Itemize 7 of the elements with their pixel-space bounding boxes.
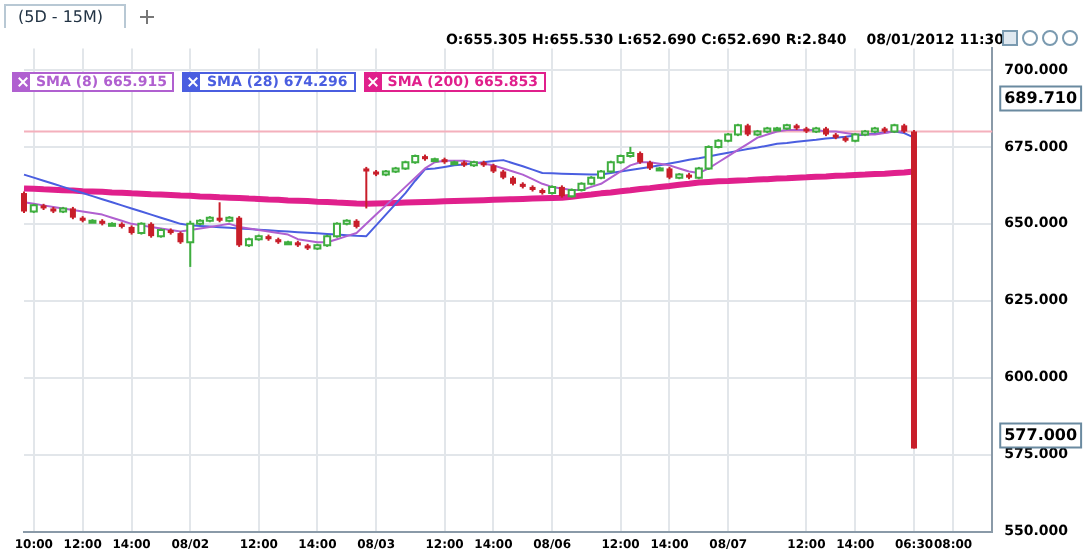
- candlestick: [216, 201, 223, 224]
- candlestick: [21, 190, 27, 215]
- chart-title: (5D - 15M): [4, 4, 126, 28]
- text: 577.000: [1004, 425, 1078, 444]
- candlestick: [363, 165, 370, 210]
- candlestick: [236, 215, 243, 248]
- text: 689.710: [1004, 88, 1078, 107]
